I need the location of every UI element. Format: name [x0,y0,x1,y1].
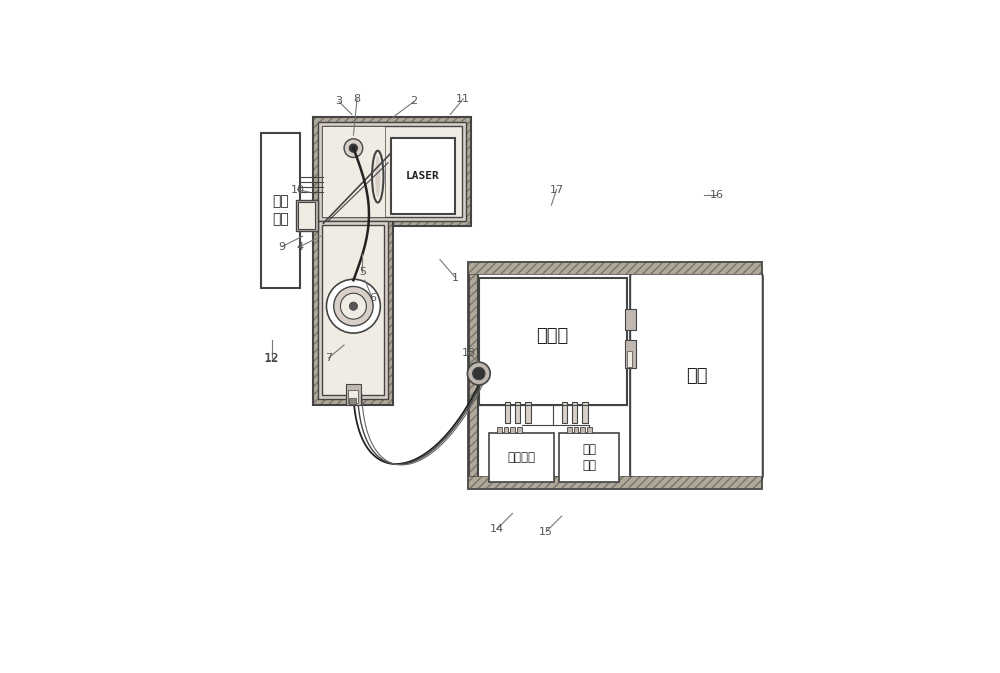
Text: 10: 10 [290,184,304,194]
Circle shape [473,367,485,380]
Text: 2: 2 [410,96,418,106]
Bar [349,398,356,404]
Text: 17: 17 [549,184,564,194]
Bar [391,138,455,215]
Bar [313,117,471,226]
Bar [318,122,466,221]
Bar [489,433,554,483]
Text: 6: 6 [369,293,376,304]
Bar [322,225,384,395]
Bar [625,340,636,368]
Bar [559,433,619,483]
Text: 11: 11 [456,94,470,104]
Bar [562,402,567,423]
Bar [318,221,388,400]
Circle shape [340,293,366,319]
Bar [261,133,300,288]
Bar [497,427,502,433]
Bar [468,262,761,487]
Bar [346,384,361,404]
Bar [567,427,572,433]
Bar [298,202,315,229]
Text: 8: 8 [353,94,361,104]
Circle shape [349,302,358,310]
Bar [504,427,508,433]
Text: 16: 16 [710,190,724,200]
Bar [348,390,358,403]
Bar [322,126,385,217]
Text: 触发电路: 触发电路 [508,452,536,464]
Text: 3: 3 [335,96,342,106]
Bar [313,215,393,404]
Bar [587,427,592,433]
Bar [479,278,627,404]
Bar [313,215,393,404]
Circle shape [467,362,490,385]
Text: LASER: LASER [406,171,440,181]
Bar [468,476,761,487]
Text: 1: 1 [452,273,459,283]
Bar [478,271,752,479]
Text: 待测
样品: 待测 样品 [272,194,289,227]
Bar [510,427,515,433]
Bar [572,402,577,423]
Text: 光谱仪: 光谱仪 [537,327,569,345]
Text: 9: 9 [278,242,285,252]
Bar [515,402,520,423]
Text: 4: 4 [296,242,304,252]
Bar [580,427,585,433]
Bar [582,402,588,423]
Text: 12: 12 [264,351,279,365]
Text: 电脑: 电脑 [686,367,707,385]
Bar [517,427,522,433]
FancyBboxPatch shape [630,269,763,484]
Bar [574,427,578,433]
Bar [313,117,471,226]
Text: 5: 5 [359,267,366,277]
Bar [296,200,318,231]
Text: 12: 12 [264,353,279,363]
Bar [468,476,761,487]
Text: 18: 18 [461,348,476,358]
Bar [525,402,531,423]
Circle shape [349,144,358,152]
Text: 7: 7 [325,353,332,363]
Ellipse shape [375,156,380,197]
Bar [468,262,761,273]
Circle shape [326,279,380,333]
Bar [322,127,462,217]
Bar [468,262,761,273]
Text: 14: 14 [490,524,504,534]
Bar [468,262,761,487]
Text: 电源
模块: 电源 模块 [582,444,596,472]
Text: 15: 15 [539,526,553,536]
Bar [505,402,510,423]
Bar [627,351,632,367]
Bar [625,309,636,330]
Circle shape [344,139,363,157]
Circle shape [334,287,373,326]
